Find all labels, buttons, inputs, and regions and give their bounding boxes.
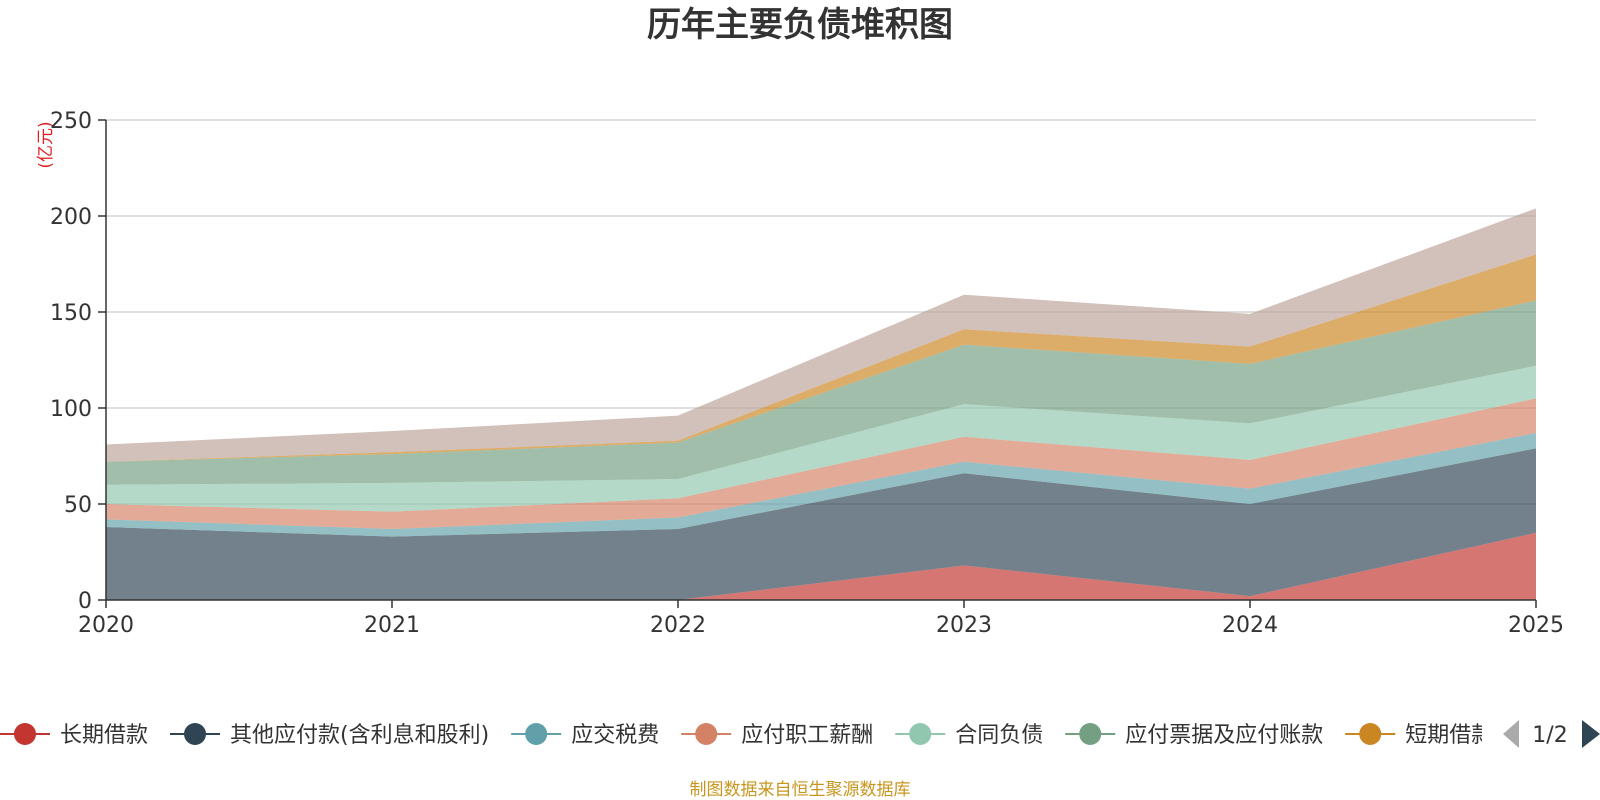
x-tick-label: 2024 [1222,613,1278,638]
y-tick-label: 50 [64,493,92,518]
y-tick-label: 250 [50,109,92,134]
y-tick-label: 100 [50,397,92,422]
legend-prev-page-button[interactable] [1503,720,1519,748]
legend-item[interactable]: 短期借款 [1345,723,1493,748]
data-source-note: 制图数据来自恒生聚源数据库 [690,780,911,800]
legend-circle-marker [1079,723,1102,745]
axes: 2020 2021 2022 2023 2024 2025 [78,119,1564,638]
chart-title: 历年主要负债堆积图 [647,5,953,45]
y-tick-label: 0 [78,589,92,614]
area-series[interactable] [106,365,1536,512]
area-series[interactable] [106,448,1536,600]
legend-circle-marker [14,723,36,745]
grid-lines: 0 50 100 150 200 250 [50,109,1536,614]
area-series[interactable] [106,532,1536,600]
y-axis-unit-label: (亿元) [36,121,56,168]
legend-circle-marker [1359,723,1382,745]
legend-next-page-button[interactable] [1582,720,1600,748]
x-tick-label: 2022 [650,613,706,638]
legend-circle-marker [909,723,932,745]
legend-item[interactable]: 应付职工薪酬 [681,723,873,748]
legend-item[interactable]: 合同负债 [895,723,1043,748]
legend-item[interactable]: 应交税费 [511,723,659,748]
legend-label: 长期借款 [60,723,148,748]
x-tick-label: 2021 [364,613,420,638]
legend-label: 应交税费 [571,723,659,748]
legend-label: 短期借款 [1405,723,1493,748]
x-tick-label: 2020 [78,613,134,638]
legend-items: 长期借款 其他应付款(含利息和股利) 应交税费 应付职工薪酬 合同负债 应付票据及应付账款… [0,723,1493,748]
legend-item[interactable]: 应付票据及应付账款 [1065,723,1323,748]
legend-page-indicator: 1/2 [1532,723,1567,748]
area-series[interactable] [106,254,1536,462]
legend-circle-marker [525,723,548,745]
area-series[interactable] [106,208,1536,462]
legend-pager: 1/2 [1503,720,1600,748]
legend-label: 应付票据及应付账款 [1125,723,1323,748]
y-tick-label: 150 [50,301,92,326]
x-tick-label: 2023 [936,613,992,638]
legend-label: 合同负债 [955,723,1043,748]
area-series-group [106,208,1536,600]
legend-item[interactable]: 长期借款 [0,723,148,748]
legend-item[interactable]: 其他应付款(含利息和股利) [170,723,489,748]
x-tick-label: 2025 [1508,613,1564,638]
area-series[interactable] [106,300,1536,485]
legend: 长期借款 其他应付款(含利息和股利) 应交税费 应付职工薪酬 合同负债 应付票据及应付账款… [0,723,1493,748]
legend-circle-marker [695,723,718,745]
area-series[interactable] [106,432,1536,537]
y-tick-label: 200 [50,205,92,230]
legend-circle-marker [184,723,207,745]
legend-label: 应付职工薪酬 [741,723,873,748]
legend-label: 其他应付款(含利息和股利) [230,723,489,748]
area-series[interactable] [106,398,1536,529]
